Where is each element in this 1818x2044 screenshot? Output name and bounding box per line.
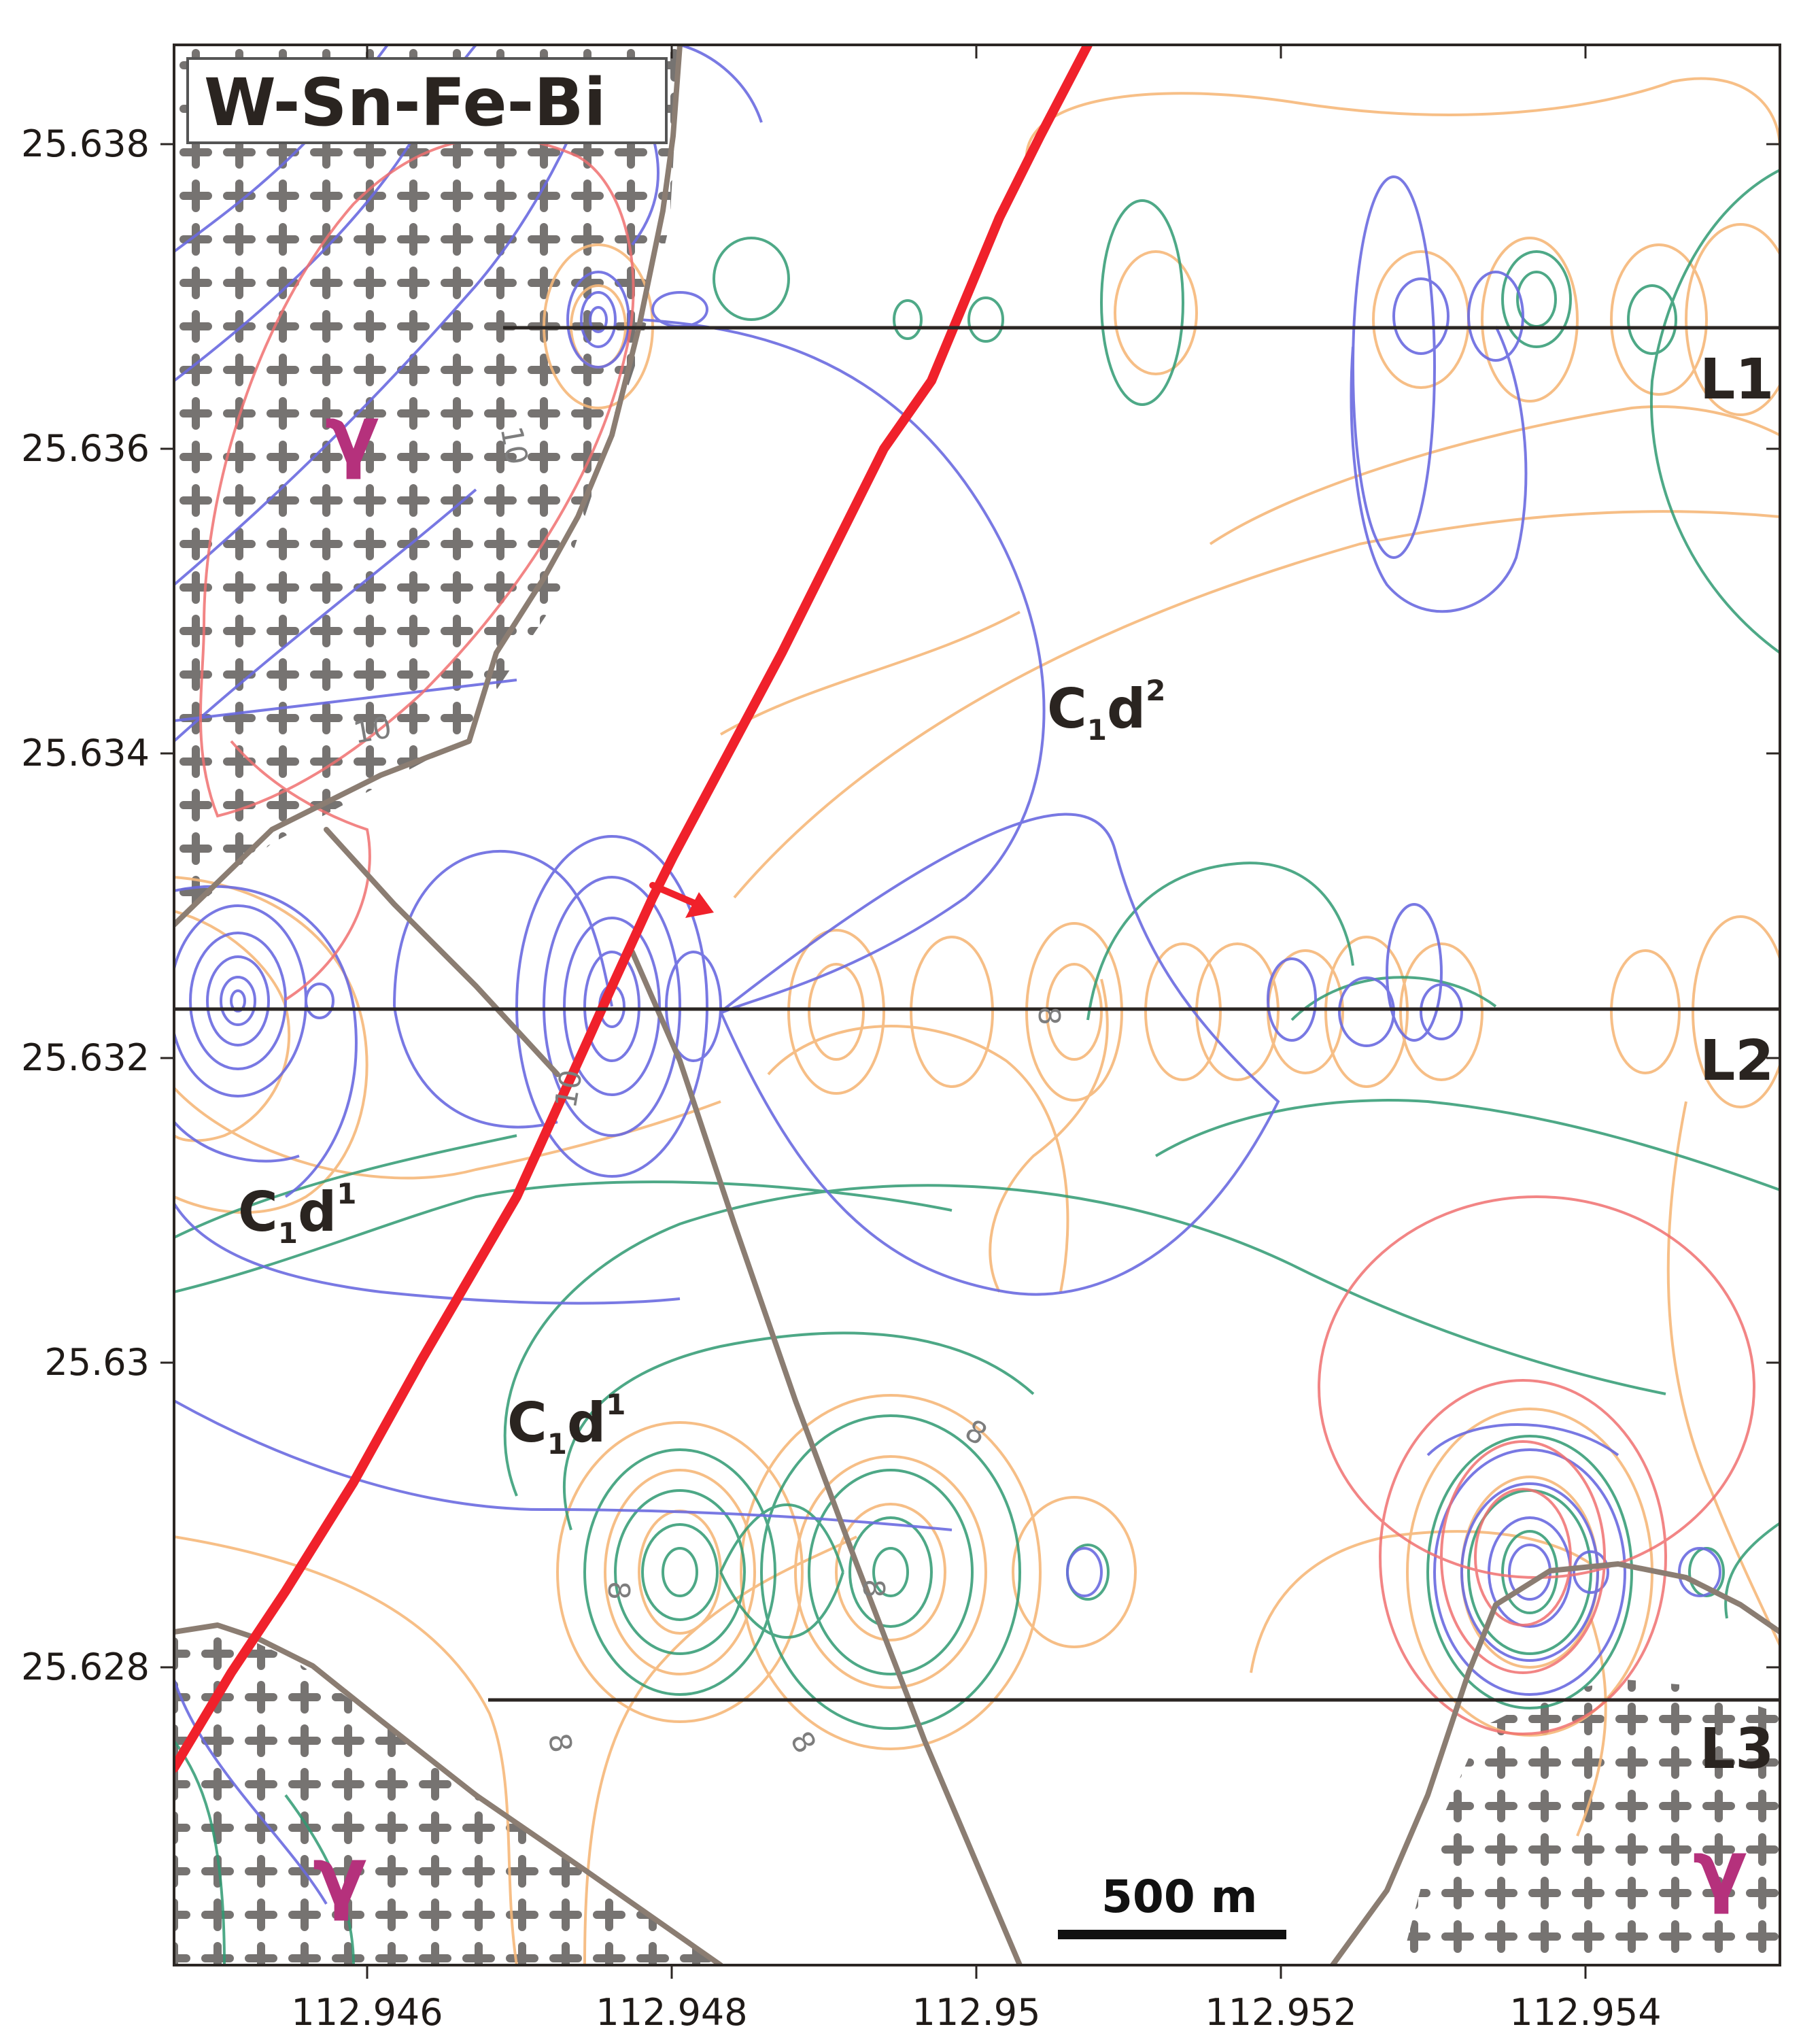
granite-boundary-northwest: [174, 45, 683, 927]
granite-label-southwest: γ: [313, 1829, 367, 1923]
formation-label-c1d1-south: C1d1: [507, 1388, 625, 1461]
profile-labels: L1 L2 L3: [1700, 347, 1774, 1782]
contour-label: 8: [783, 1726, 823, 1760]
contour-label: 10: [549, 1067, 589, 1110]
scale-bar-line: [1058, 1930, 1286, 1939]
y-tick-label: 25.628: [21, 1646, 150, 1688]
w-contours: [174, 45, 1721, 1905]
axis-ticks: [160, 45, 1780, 1979]
granite-areas: [174, 45, 1780, 1965]
fault-dip-arrow: [649, 882, 704, 909]
contour-label: 8: [856, 1579, 891, 1598]
granite-area-southwest: [174, 1625, 721, 1965]
fault: [174, 45, 1093, 1773]
contour-label: 8: [541, 1731, 579, 1755]
y-tick-label: 25.634: [21, 732, 150, 774]
granite-label-southeast: γ: [1693, 1822, 1747, 1916]
fault-line: [174, 45, 1093, 1773]
contour-label: 10: [351, 710, 394, 751]
scale-bar-label: 500 m: [1101, 1871, 1258, 1923]
formation-label-c1d2: C1d2: [1047, 674, 1165, 747]
x-tick-label: 112.952: [1205, 1991, 1356, 2034]
formation-boundary-diagonal: [324, 827, 1023, 1965]
granite-boundary-southeast: [1330, 1561, 1780, 1965]
map-title-box: W-Sn-Fe-Bi: [186, 57, 668, 144]
map-title: W-Sn-Fe-Bi: [204, 65, 606, 141]
profile-label-l3: L3: [1700, 1717, 1774, 1782]
geologic-boundaries: [174, 45, 1780, 1965]
y-axis-labels: 25.638 25.636 25.634 25.632 25.63 25.628: [21, 122, 150, 1688]
x-tick-label: 112.948: [596, 1991, 747, 2034]
granite-area-southeast: [1401, 1680, 1780, 1965]
scale-bar: 500 m: [1058, 1871, 1286, 1939]
granite-symbols: γ γ γ: [313, 388, 1747, 1923]
contour-label: 10: [494, 424, 534, 467]
formation-labels: C1d2 C1d1 C1d1: [238, 674, 1165, 1461]
fe-contours: [174, 77, 1780, 1965]
y-tick-label: 25.638: [21, 122, 150, 165]
profile-label-l2: L2: [1700, 1029, 1774, 1093]
contour-labels: 10 10 10 8 8 8 8 8 8: [351, 424, 1066, 1759]
map-content: 10 10 10 8 8 8 8 8 8 γ γ γ C1d2 C1d1 C1d…: [174, 45, 1780, 1965]
granite-boundary-southwest: [174, 1622, 723, 1965]
y-tick-label: 25.632: [21, 1036, 150, 1079]
x-axis-labels: 112.946 112.948 112.95 112.952 112.954: [291, 1991, 1661, 2034]
y-tick-label: 25.636: [21, 427, 150, 470]
granite-area-northwest: [174, 45, 680, 925]
x-tick-label: 112.95: [912, 1991, 1041, 2034]
profile-label-l1: L1: [1700, 347, 1774, 412]
y-tick-label: 25.63: [44, 1341, 150, 1384]
x-tick-label: 112.946: [291, 1991, 443, 2034]
contour-label: 8: [601, 1581, 636, 1600]
x-tick-label: 112.954: [1509, 1991, 1661, 2034]
formation-label-c1d1-west: C1d1: [238, 1177, 356, 1250]
contour-label: 8: [1031, 1006, 1066, 1025]
granite-label-northwest: γ: [325, 388, 379, 481]
fault-dip-arrowhead: [685, 892, 714, 918]
profile-lines: [174, 326, 1780, 1702]
